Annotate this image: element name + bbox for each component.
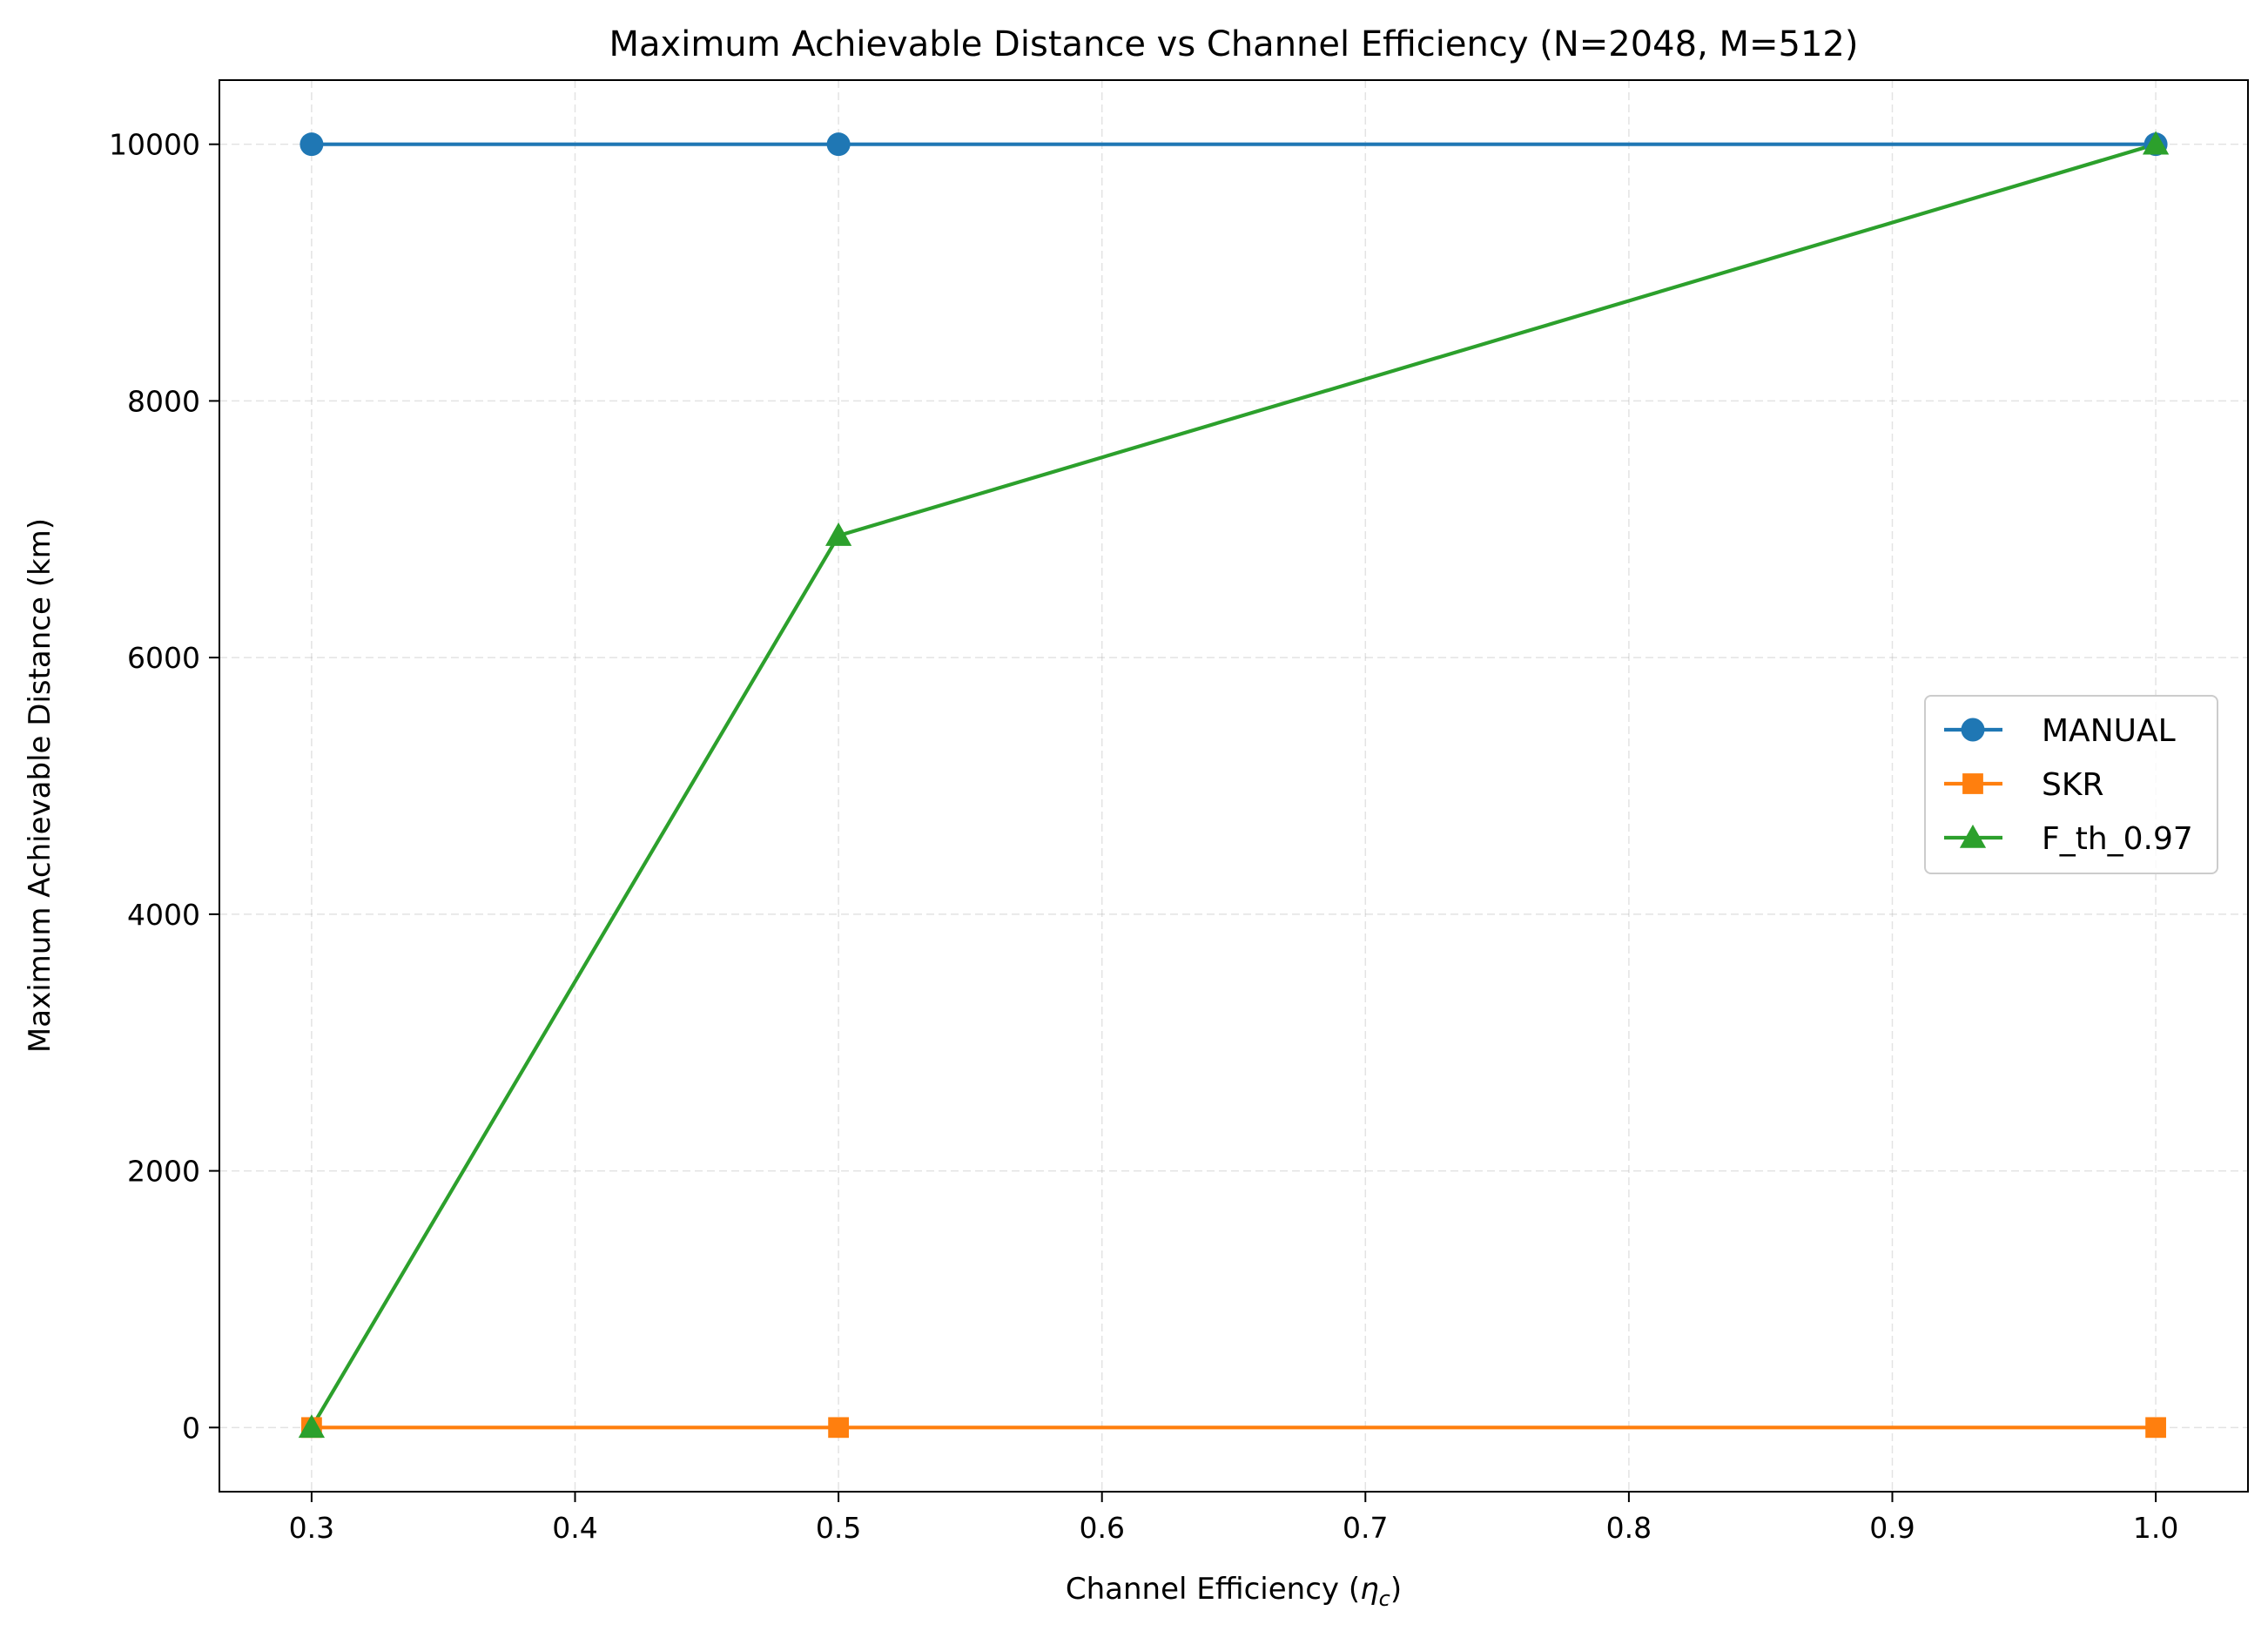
y-tick-label: 6000 bbox=[127, 641, 200, 675]
legend: MANUAL SKR F_th_0.97 bbox=[1924, 695, 2218, 874]
legend-box bbox=[1924, 695, 2218, 874]
x-tick-label: 0.3 bbox=[289, 1511, 334, 1545]
x-axis-ticks: 0.3 0.4 0.5 0.6 0.7 0.8 0.9 1.0 bbox=[289, 1492, 2178, 1545]
y-tick-label: 0 bbox=[182, 1411, 200, 1445]
y-axis-label: Maximum Achievable Distance (km) bbox=[23, 518, 57, 1053]
x-axis-label: Channel Efficiency (ηc) bbox=[1066, 1572, 1402, 1611]
data-point-marker bbox=[299, 132, 324, 157]
legend-entry-label: F_th_0.97 bbox=[2042, 821, 2193, 857]
x-axis-label-suffix: ) bbox=[1390, 1572, 1402, 1607]
y-tick-label: 2000 bbox=[127, 1155, 200, 1189]
x-tick-label: 0.6 bbox=[1079, 1511, 1124, 1545]
x-tick-label: 0.7 bbox=[1343, 1511, 1388, 1545]
legend-entry-label: SKR bbox=[2042, 767, 2103, 803]
x-tick-label: 0.8 bbox=[1606, 1511, 1652, 1545]
x-tick-label: 1.0 bbox=[2133, 1511, 2178, 1545]
y-tick-label: 10000 bbox=[109, 128, 200, 162]
y-tick-label: 4000 bbox=[127, 898, 200, 932]
data-point-marker bbox=[826, 132, 851, 157]
x-axis-label-text: Channel Efficiency ( bbox=[1066, 1572, 1360, 1607]
data-point-marker bbox=[824, 522, 852, 546]
y-tick-label: 8000 bbox=[127, 384, 200, 418]
data-point-marker bbox=[2145, 1417, 2166, 1439]
legend-marker bbox=[1961, 718, 1985, 742]
data-point-marker bbox=[298, 1414, 326, 1439]
y-axis-ticks: 0 2000 4000 6000 8000 10000 bbox=[109, 128, 219, 1445]
x-tick-label: 0.4 bbox=[552, 1511, 597, 1545]
legend-entry-label: MANUAL bbox=[2042, 713, 2176, 749]
legend-marker bbox=[1962, 773, 1983, 794]
x-axis-label-subscript: c bbox=[1379, 1587, 1390, 1611]
series-markers bbox=[298, 131, 2170, 1439]
legend-marker bbox=[1959, 824, 1987, 848]
x-tick-label: 0.5 bbox=[816, 1511, 861, 1545]
data-point-marker bbox=[2142, 131, 2170, 155]
x-axis-label-symbol: η bbox=[1360, 1572, 1379, 1607]
chart-title: Maximum Achievable Distance vs Channel E… bbox=[609, 24, 1859, 64]
x-tick-label: 0.9 bbox=[1869, 1511, 1915, 1545]
data-point-marker bbox=[828, 1417, 849, 1439]
plot-area-frame bbox=[219, 79, 2249, 1493]
